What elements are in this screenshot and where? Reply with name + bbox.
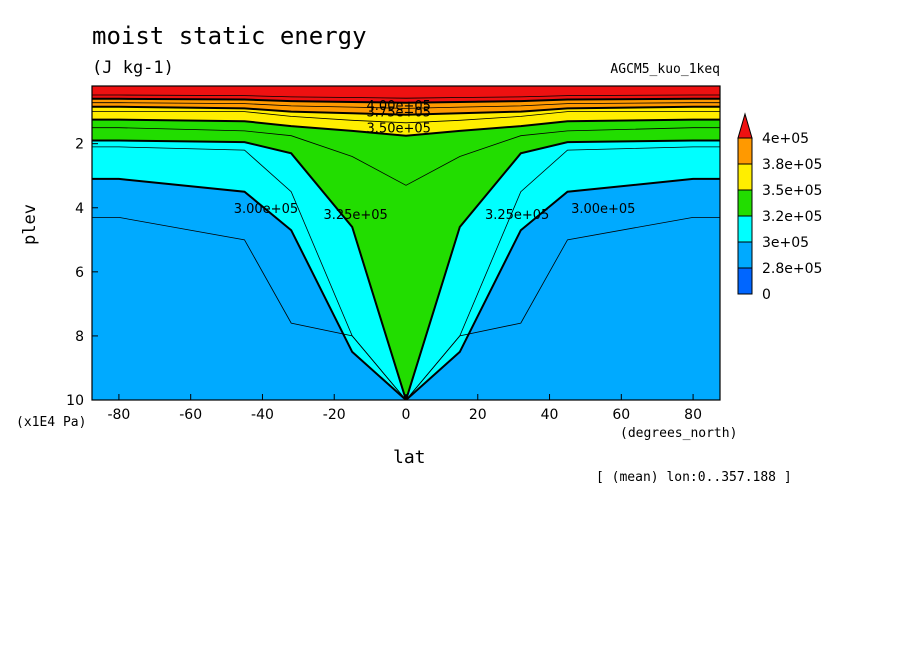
legend-swatch	[737, 267, 753, 295]
x-axis-units: (degrees_north)	[620, 426, 738, 441]
chart-title: moist static energy	[92, 22, 367, 50]
y-tick-label: 6	[75, 265, 84, 281]
contour-line-312500	[92, 146, 720, 400]
contour-line-387500	[92, 102, 720, 109]
y-tick-label: 2	[75, 137, 84, 153]
legend-label: 0	[762, 287, 771, 303]
x-tick-label: -80	[107, 407, 130, 423]
x-tick-label: -40	[251, 407, 274, 423]
contour-line-337500	[92, 127, 720, 186]
contour-lines	[92, 94, 720, 400]
contour-line-412500	[92, 94, 720, 99]
contour-label-3: 3.00e+05	[234, 202, 298, 217]
contour-fills	[92, 86, 720, 400]
legend-swatch	[737, 137, 753, 165]
contour-line-362500	[92, 111, 720, 124]
x-axis-ticks: -80 -60 -40 -20 0 20 40 60 80	[107, 394, 702, 423]
contour-line-375000	[92, 105, 720, 116]
contour-label-0: 4.00e+05	[367, 99, 431, 114]
y-axis-ticks: 2 4 6 8 10	[66, 137, 98, 409]
legend-label: 2.8e+05	[762, 261, 822, 277]
contour-line-400000	[92, 97, 720, 104]
legend-label: 3e+05	[762, 235, 809, 251]
x-tick-label: 80	[684, 407, 702, 423]
contour-labels: 4.00e+053.75e+053.50e+05 3.00e+05 3.25e+05…	[234, 99, 636, 223]
fill-band-325000	[92, 86, 720, 400]
legend-label: 3.2e+05	[762, 209, 822, 225]
contour-label-6: 3.00e+05	[571, 202, 635, 217]
legend-label: 3.8e+05	[762, 157, 822, 173]
x-tick-label: -20	[323, 407, 346, 423]
contour-label-4: 3.25e+05	[323, 208, 387, 223]
y-tick-label: 10	[66, 393, 84, 409]
x-tick-label: -60	[179, 407, 202, 423]
x-tick-label: 40	[541, 407, 559, 423]
mean-note: [ (mean) lon:0..357.188 ]	[596, 470, 792, 485]
contour-line-325000	[92, 139, 720, 400]
contour-label-1: 3.75e+05	[367, 106, 431, 121]
legend-swatch	[737, 163, 753, 191]
x-tick-label: 60	[612, 407, 630, 423]
legend-label: 3.5e+05	[762, 183, 822, 199]
x-tick-label: 20	[469, 407, 487, 423]
legend-label: 4e+05	[762, 131, 809, 147]
fill-band-412500	[92, 86, 720, 99]
model-name: AGCM5_kuo_1keq	[610, 62, 720, 77]
chart-units: (J kg-1)	[92, 58, 174, 78]
y-axis-units: (x1E4 Pa)	[16, 415, 87, 430]
color-legend: 4e+05 3.8e+05 3.5e+05 3.2e+05 3e+05 2.8e+05 0	[737, 112, 822, 303]
contour-line-300000	[92, 177, 720, 400]
y-tick-label: 8	[75, 329, 84, 345]
x-axis-label: lat	[393, 447, 426, 468]
contour-label-2: 3.50e+05	[367, 122, 431, 137]
legend-swatch	[737, 241, 753, 269]
contour-line-350000	[92, 118, 720, 137]
legend-triangle	[737, 112, 753, 139]
contour-label-5: 3.25e+05	[485, 208, 549, 223]
x-tick-label: 0	[402, 407, 411, 423]
legend-swatch	[737, 215, 753, 243]
contour-line-275000	[92, 217, 720, 400]
legend-swatch	[737, 189, 753, 217]
y-tick-label: 4	[75, 201, 84, 217]
